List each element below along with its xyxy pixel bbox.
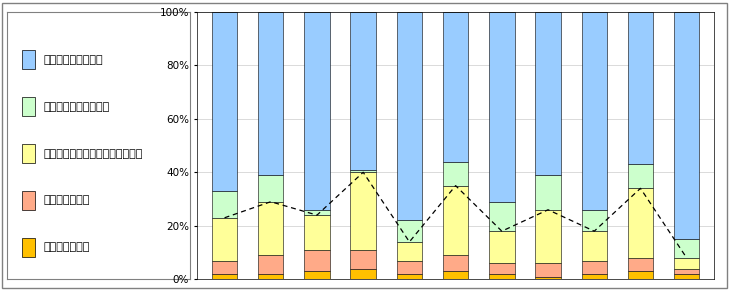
Bar xyxy=(22,97,35,116)
Bar xyxy=(397,274,422,279)
Bar xyxy=(628,12,653,164)
Bar xyxy=(351,12,376,170)
Text: あまり利用したくない: あまり利用したくない xyxy=(44,102,110,112)
Bar xyxy=(535,263,561,277)
Bar xyxy=(212,261,237,274)
Text: ぜひ利用したい: ぜひ利用したい xyxy=(44,242,90,252)
Bar xyxy=(212,191,237,218)
Bar xyxy=(489,202,515,231)
Bar xyxy=(304,12,330,210)
Bar xyxy=(304,215,330,250)
Bar xyxy=(489,274,515,279)
Bar xyxy=(535,175,561,210)
Bar xyxy=(351,269,376,279)
Text: どちらともいえない・わからない: どちらともいえない・わからない xyxy=(44,148,143,159)
Bar xyxy=(674,269,699,274)
Text: まあ利用したい: まあ利用したい xyxy=(44,195,90,205)
Bar xyxy=(397,242,422,261)
Bar xyxy=(628,188,653,258)
Bar xyxy=(22,238,35,257)
Bar xyxy=(489,12,515,202)
Bar xyxy=(258,202,284,255)
Bar xyxy=(304,250,330,271)
Bar xyxy=(304,271,330,279)
Bar xyxy=(535,12,561,175)
Bar xyxy=(535,277,561,279)
Bar xyxy=(22,191,35,210)
Bar xyxy=(628,271,653,279)
Bar xyxy=(258,255,284,274)
Bar xyxy=(258,12,284,175)
Bar xyxy=(397,261,422,274)
Bar xyxy=(582,210,607,231)
Bar xyxy=(351,170,376,172)
Bar xyxy=(22,144,35,163)
Bar xyxy=(535,210,561,263)
Bar xyxy=(582,231,607,261)
Bar xyxy=(628,164,653,188)
Bar xyxy=(443,271,468,279)
Bar xyxy=(258,175,284,202)
Bar xyxy=(674,239,699,258)
Bar xyxy=(443,255,468,271)
Bar xyxy=(22,50,35,69)
Bar xyxy=(489,231,515,263)
Bar xyxy=(397,12,422,221)
Text: 全く利用したくない: 全く利用したくない xyxy=(44,55,104,65)
Bar xyxy=(674,258,699,269)
Bar xyxy=(212,12,237,191)
Bar xyxy=(304,210,330,215)
Bar xyxy=(351,172,376,250)
Bar xyxy=(582,261,607,274)
Bar xyxy=(628,258,653,271)
Bar xyxy=(212,274,237,279)
Bar xyxy=(443,162,468,186)
Bar xyxy=(674,12,699,239)
Bar xyxy=(212,218,237,261)
Bar xyxy=(397,221,422,242)
Bar xyxy=(258,274,284,279)
Bar xyxy=(443,12,468,162)
Bar xyxy=(674,274,699,279)
Bar xyxy=(489,263,515,274)
Bar xyxy=(582,12,607,210)
Bar xyxy=(351,250,376,269)
Bar xyxy=(443,186,468,255)
Bar xyxy=(582,274,607,279)
